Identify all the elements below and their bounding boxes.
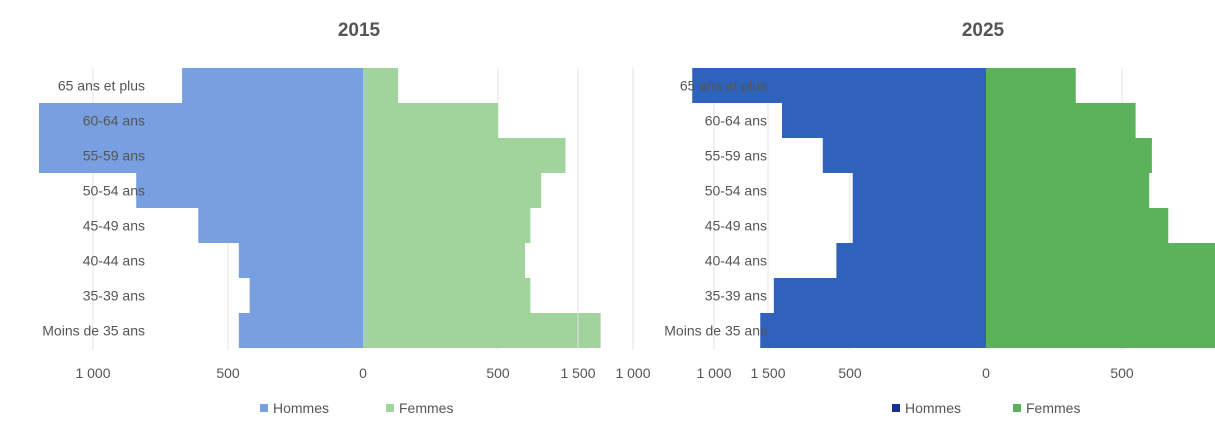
x-tick-label: 500 (838, 365, 862, 381)
bar-femmes (986, 103, 1136, 138)
bar-hommes (836, 243, 986, 278)
x-tick-label: 500 (216, 365, 240, 381)
chart-title: 2015 (338, 20, 381, 41)
category-label: Moins de 35 ans (664, 323, 767, 339)
bar-hommes (782, 103, 986, 138)
bar-femmes (986, 278, 1215, 313)
category-label: 65 ans et plus (58, 78, 145, 94)
category-label: 60-64 ans (83, 113, 145, 129)
bar-femmes (986, 138, 1152, 173)
bar-hommes (853, 208, 986, 243)
bar-hommes (136, 173, 363, 208)
legend-label: Hommes (273, 400, 329, 416)
bar-hommes (853, 173, 986, 208)
x-tick-label: 1 000 (615, 365, 650, 381)
x-tick-label: 500 (486, 365, 510, 381)
bar-femmes (363, 173, 541, 208)
bar-femmes (363, 208, 530, 243)
bar-hommes (182, 68, 363, 103)
bar-femmes (986, 68, 1076, 103)
x-tick-label: 1 500 (750, 365, 785, 381)
category-label: 60-64 ans (705, 113, 767, 129)
legend-swatch (892, 404, 900, 412)
category-label: 50-54 ans (83, 183, 145, 199)
x-tick-label: 1 500 (560, 365, 595, 381)
legend-label: Femmes (399, 400, 453, 416)
category-label: 45-49 ans (83, 218, 145, 234)
bar-femmes (363, 278, 530, 313)
x-tick-label: 1 000 (696, 365, 731, 381)
category-label: 35-39 ans (83, 288, 145, 304)
legend-swatch (1013, 404, 1021, 412)
legend-swatch (260, 404, 268, 412)
category-label: Moins de 35 ans (42, 323, 145, 339)
legend-swatch (386, 404, 394, 412)
bar-femmes (363, 68, 398, 103)
bar-hommes (760, 313, 986, 348)
x-tick-label: 500 (1110, 365, 1134, 381)
chart-1: 2025 65 ans et plus 60-64 ans 55-59 ans 50-5… (560, 20, 1215, 416)
chart-title: 2025 (962, 20, 1005, 41)
category-label: 40-44 ans (83, 253, 145, 269)
bar-hommes (250, 278, 363, 313)
bar-hommes (823, 138, 986, 173)
bar-femmes (363, 103, 498, 138)
legend-label: Femmes (1026, 400, 1080, 416)
category-label: 55-59 ans (705, 148, 767, 164)
bar-hommes (239, 243, 363, 278)
category-label: 65 ans et plus (680, 78, 767, 94)
x-tick-label: 0 (359, 365, 367, 381)
x-tick-label: 1 000 (75, 365, 110, 381)
category-label: 35-39 ans (705, 288, 767, 304)
bar-femmes (986, 173, 1149, 208)
bar-femmes (363, 313, 601, 348)
bar-hommes (774, 278, 986, 313)
legend-label: Hommes (905, 400, 961, 416)
bar-femmes (363, 138, 566, 173)
bar-femmes (986, 208, 1168, 243)
chart-0: 2015 65 ans et plus 60-64 ans 55-59 ans 50-5… (0, 20, 786, 416)
x-tick-label: 0 (982, 365, 990, 381)
bar-hommes (239, 313, 363, 348)
bar-hommes (198, 208, 363, 243)
category-label: 40-44 ans (705, 253, 767, 269)
bar-femmes (986, 243, 1215, 278)
bar-femmes (986, 313, 1215, 348)
bar-femmes (363, 243, 525, 278)
category-label: 55-59 ans (83, 148, 145, 164)
category-label: 45-49 ans (705, 218, 767, 234)
category-label: 50-54 ans (705, 183, 767, 199)
